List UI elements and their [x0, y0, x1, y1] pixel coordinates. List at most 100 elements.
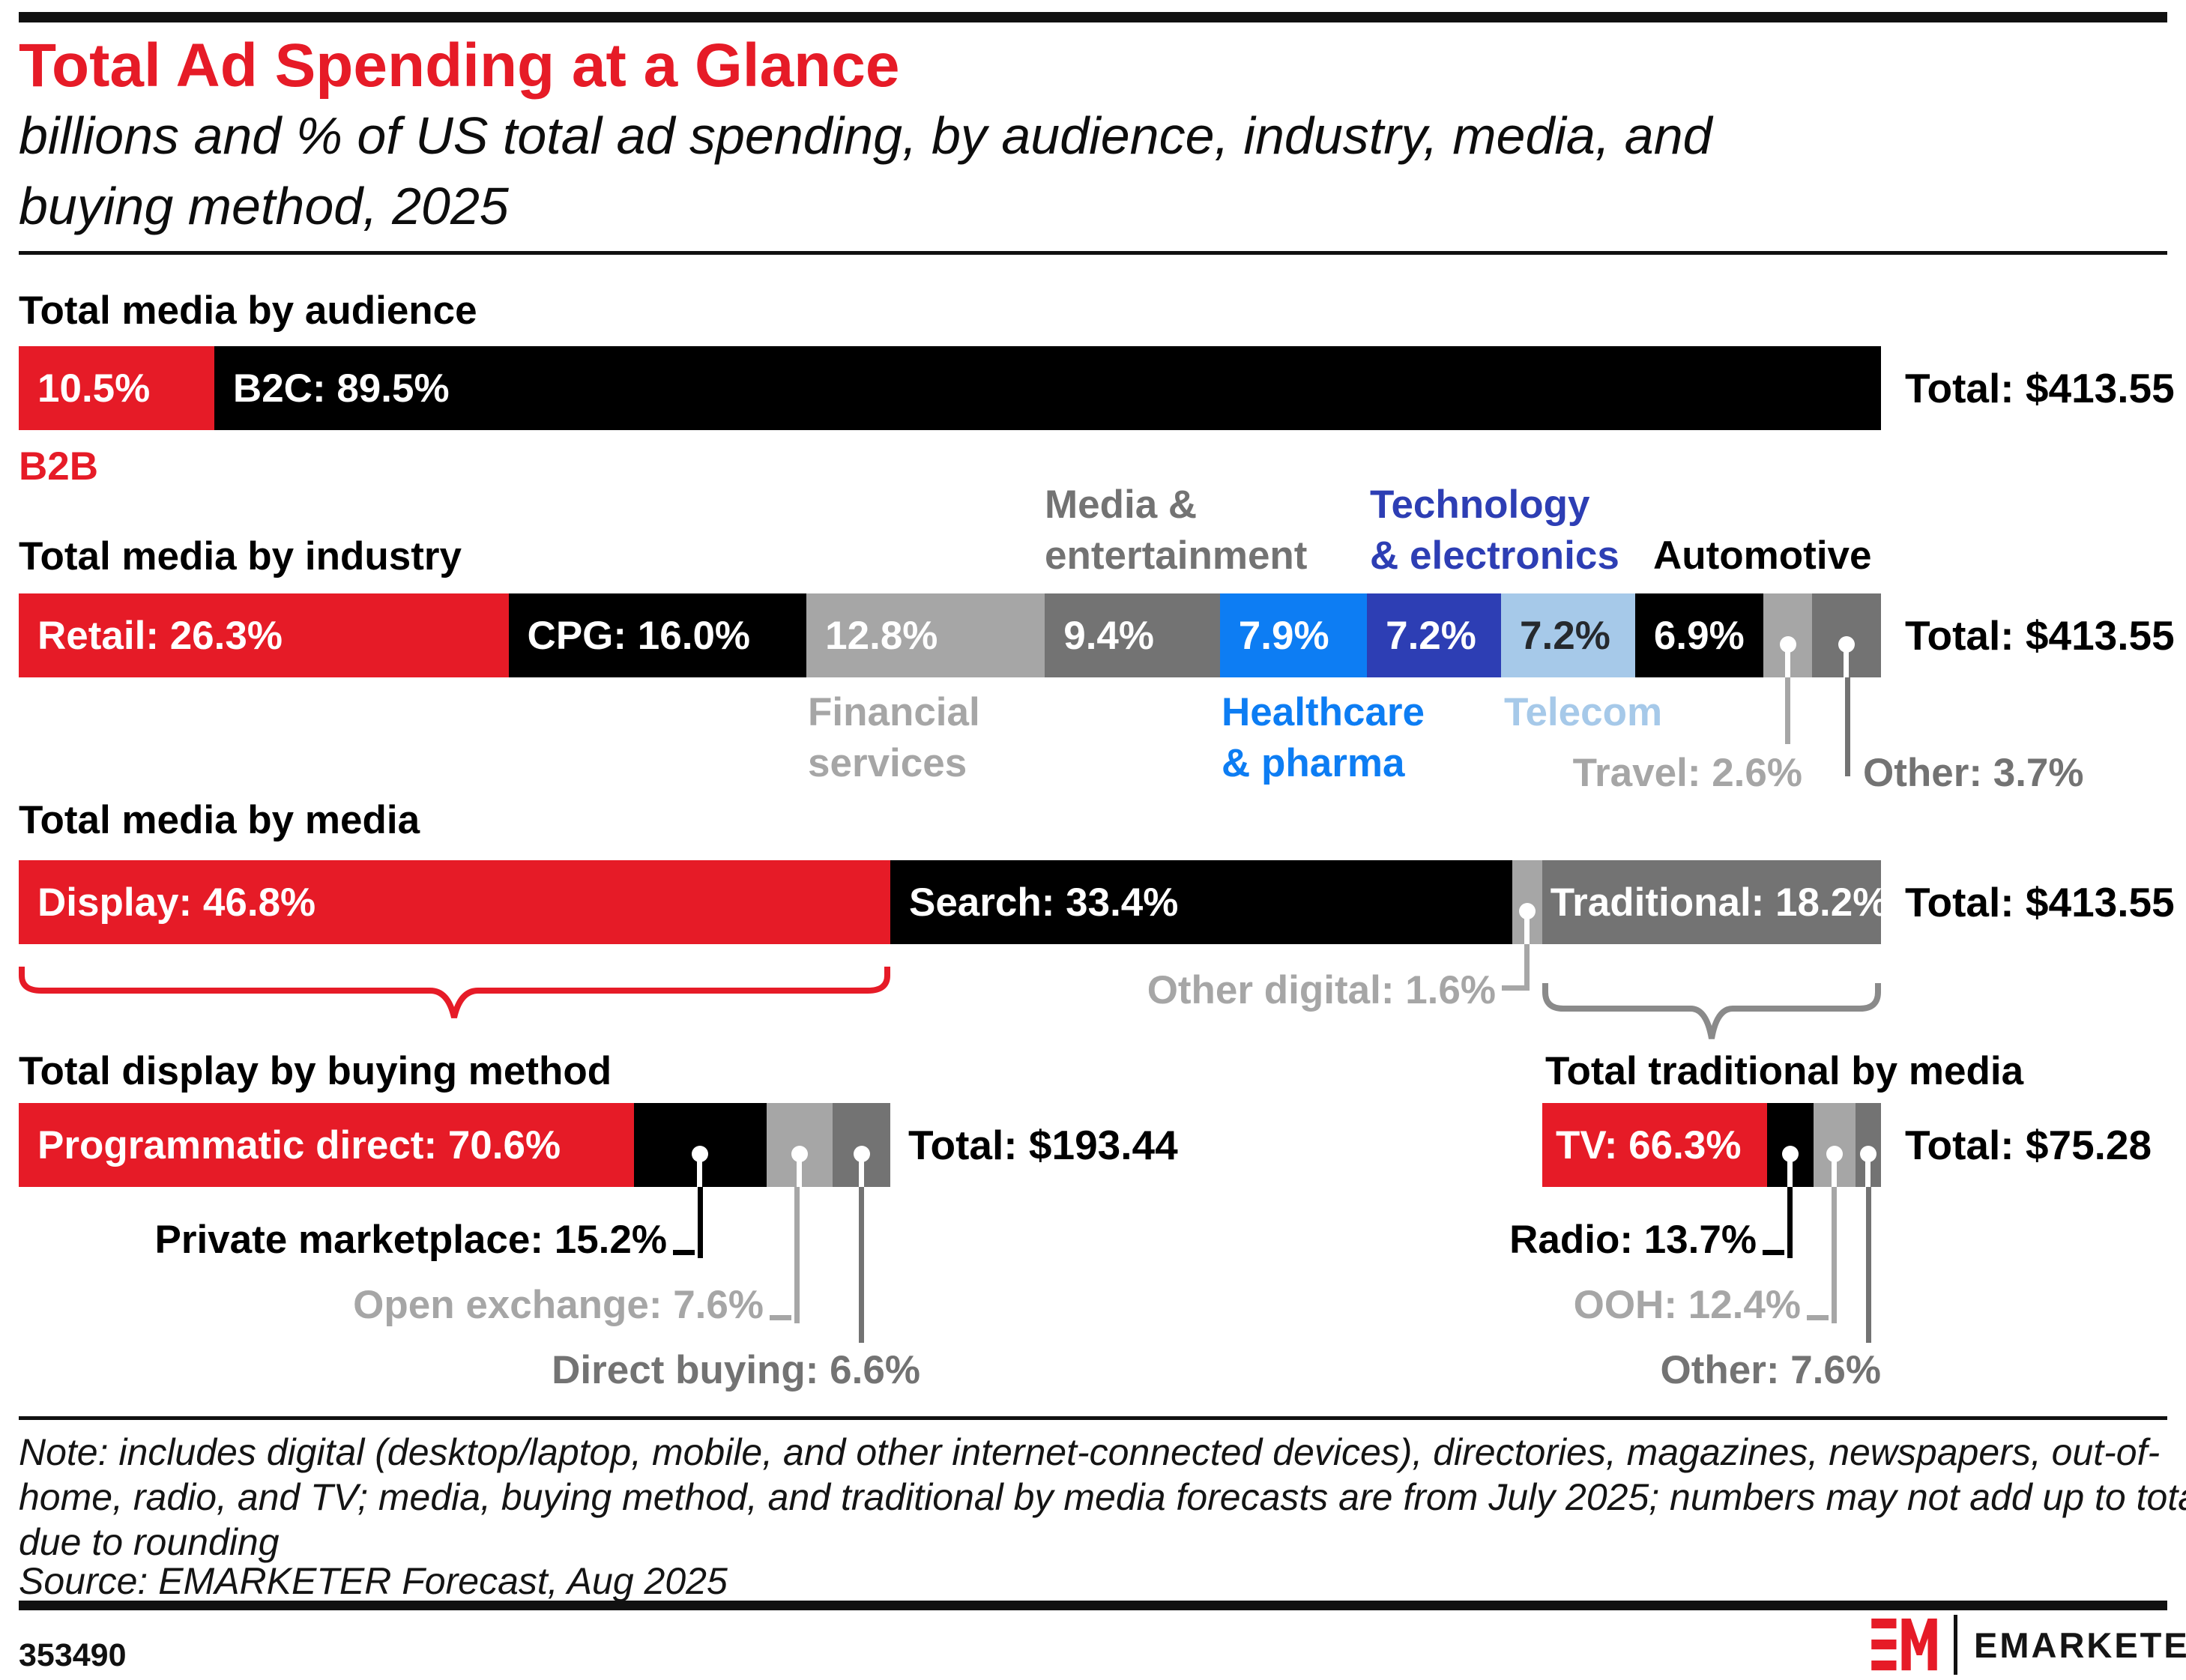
segment-tv-label: TV: 66.3% [1556, 1122, 1742, 1167]
other-digital-leader-line [1524, 944, 1530, 991]
label-ooh: OOH: 12.4% [1573, 1283, 1801, 1327]
pmp-leader-stem [697, 1155, 703, 1187]
buying-bar: Programmatic direct: 70.6% [19, 1103, 890, 1187]
segment-cpg-label: CPG: 16.0% [527, 613, 751, 658]
other-traditional-leader-dot [1859, 1146, 1876, 1162]
pmp-leader-tick [673, 1250, 695, 1255]
brand-lockup: EMARKETER [1871, 1615, 2186, 1675]
segment-financial: 12.8% [806, 593, 1045, 677]
segment-radio [1766, 1103, 1814, 1187]
media-bar: Display: 46.8% Search: 33.4% Traditional… [19, 860, 1888, 944]
segment-pmp [634, 1103, 767, 1187]
ooh-leader-stem [1831, 1155, 1837, 1187]
display-brace [19, 967, 890, 1018]
label-healthcare-line2: & pharma [1222, 741, 1405, 785]
audience-bar: 10.5% B2C: 89.5% [19, 346, 1881, 430]
label-pmp: Private marketplace: 15.2% [154, 1218, 667, 1262]
buying-total: Total: $193.44 [908, 1122, 1178, 1168]
radio-leader-stem [1787, 1155, 1793, 1187]
label-telecom: Telecom [1504, 690, 1663, 734]
section-heading-audience: Total media by audience [19, 288, 477, 333]
segment-programmatic: Programmatic direct: 70.6% [19, 1103, 635, 1187]
ooh-leader-line [1832, 1187, 1837, 1323]
other-industry-leader-line [1845, 677, 1850, 776]
segment-b2b: 10.5% [19, 346, 214, 430]
brand-name: EMARKETER [1974, 1625, 2186, 1665]
segment-traditional-label: Traditional: 18.2% [1550, 880, 1888, 925]
brand-divider [1954, 1615, 1957, 1675]
label-other-traditional: Other: 7.6% [1660, 1348, 1881, 1392]
segment-display: Display: 46.8% [19, 860, 890, 944]
label-automotive: Automotive [1653, 534, 1872, 578]
segment-direct-buying [833, 1103, 890, 1187]
section-heading-traditional: Total traditional by media [1545, 1049, 2024, 1093]
radio-leader-tick [1763, 1250, 1784, 1255]
ooh-leader-tick [1807, 1315, 1829, 1320]
travel-leader-dot [1779, 636, 1796, 653]
section-heading-buying: Total display by buying method [19, 1049, 612, 1093]
section-heading-industry: Total media by industry [19, 534, 462, 578]
industry-total: Total: $413.55 [1905, 612, 2175, 659]
travel-leader-stem [1784, 646, 1790, 677]
segment-automotive-label: 6.9% [1653, 613, 1745, 658]
traditional-brace [1542, 983, 1881, 1039]
segment-retail-label: Retail: 26.3% [37, 613, 283, 658]
segment-telecom-label: 7.2% [1520, 613, 1610, 658]
segment-other-traditional [1855, 1103, 1881, 1187]
open-exchange-leader-stem [797, 1155, 803, 1187]
header-divider [19, 251, 2167, 255]
segment-automotive: 6.9% [1634, 593, 1764, 677]
open-exchange-leader-dot [791, 1146, 809, 1162]
ooh-leader-dot [1826, 1146, 1843, 1162]
segment-b2c: B2C: 89.5% [214, 346, 1881, 430]
b2b-callout-label: B2B [19, 444, 99, 489]
segment-healthcare-label: 7.9% [1238, 613, 1329, 658]
segment-tech: 7.2% [1367, 593, 1502, 677]
traditional-bar: TV: 66.3% [1542, 1103, 1881, 1187]
chart-id: 353490 [19, 1637, 127, 1673]
label-direct-buying: Direct buying: 6.6% [552, 1348, 920, 1392]
segment-open-exchange [766, 1103, 833, 1187]
top-rule [19, 12, 2167, 22]
segment-tech-label: 7.2% [1386, 613, 1476, 658]
segment-tv: TV: 66.3% [1542, 1103, 1767, 1187]
note-line2: home, radio, and TV; media, buying metho… [19, 1476, 2186, 1518]
media-total: Total: $413.55 [1905, 879, 2175, 925]
label-open-exchange: Open exchange: 7.6% [353, 1283, 764, 1327]
radio-leader-dot [1781, 1146, 1799, 1162]
segment-other-industry [1811, 593, 1881, 677]
emarketer-logo-icon [1871, 1619, 1937, 1671]
segment-telecom: 7.2% [1501, 593, 1635, 677]
segment-retail: Retail: 26.3% [19, 593, 509, 677]
page-subtitle-line2: buying method, 2025 [19, 177, 509, 235]
radio-leader-line [1787, 1187, 1793, 1258]
other-digital-leader-tick [1502, 985, 1524, 991]
label-other-digital: Other digital: 1.6% [1147, 968, 1496, 1012]
other-digital-leader-dot [1518, 903, 1536, 919]
segment-ooh [1813, 1103, 1856, 1187]
label-tech-line1: Technology [1370, 483, 1590, 527]
segment-travel [1763, 593, 1812, 677]
label-financial-line1: Financial [808, 690, 980, 734]
segment-media-ent: 9.4% [1045, 593, 1220, 677]
label-other-industry: Other: 3.7% [1863, 751, 2084, 795]
travel-leader-line [1785, 677, 1790, 744]
note-line1: Note: includes digital (desktop/laptop, … [19, 1431, 2161, 1473]
source-line: Source: EMARKETER Forecast, Aug 2025 [19, 1560, 728, 1602]
footer-divider [19, 1416, 2167, 1420]
segment-healthcare: 7.9% [1219, 593, 1368, 677]
industry-bar: Retail: 26.3% CPG: 16.0% 12.8% 9.4% 7.9%… [19, 593, 1881, 677]
page-title: Total Ad Spending at a Glance [19, 31, 900, 100]
segment-search: Search: 33.4% [890, 860, 1512, 944]
audience-total: Total: $413.55 [1905, 365, 2175, 411]
label-media-ent-line2: entertainment [1045, 534, 1308, 578]
open-exchange-leader-tick [770, 1315, 791, 1320]
note-line3: due to rounding [19, 1521, 280, 1563]
pmp-leader-dot [692, 1146, 709, 1162]
other-industry-leader-stem [1843, 646, 1849, 677]
label-media-ent-line1: Media & [1045, 483, 1198, 527]
segment-media-ent-label: 9.4% [1063, 613, 1155, 658]
direct-buying-leader-stem [858, 1155, 864, 1187]
segment-b2c-label: B2C: 89.5% [232, 366, 450, 411]
